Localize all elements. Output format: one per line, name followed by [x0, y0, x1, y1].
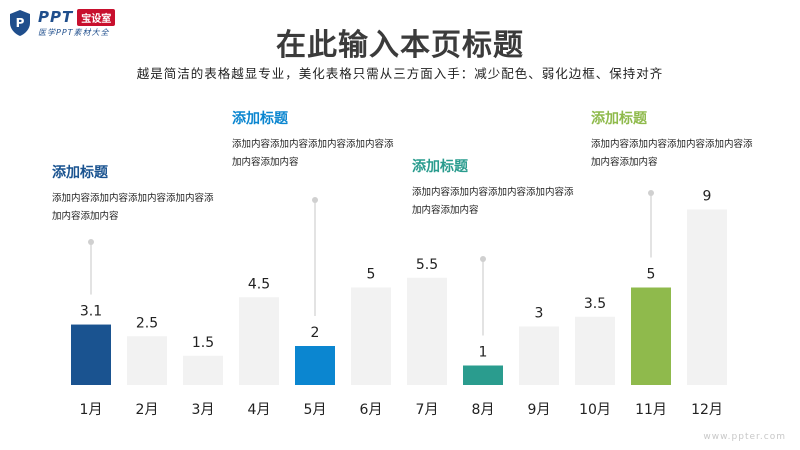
callout-leader-dot: [88, 239, 94, 245]
x-axis-tick-label: 3月: [192, 402, 215, 418]
chart-bar: [575, 316, 615, 385]
callout-title: 添加标题: [52, 165, 108, 181]
bar-value-label: 1.5: [192, 335, 214, 351]
callout-title: 添加标题: [591, 111, 647, 127]
bar-value-label: 2: [311, 325, 320, 341]
chart-bar: [127, 336, 167, 385]
chart-bar: [71, 324, 111, 385]
x-axis-tick-label: 1月: [80, 402, 103, 418]
chart-bar: [463, 365, 503, 385]
callout-body: 添加内容添加内容添加内容添加内容添加内容添加内容: [232, 139, 394, 168]
page-subtitle: 越是简洁的表格越显专业，美化表格只需从三方面入手：减少配色、弱化边框、保持对齐: [136, 66, 664, 81]
bar-value-label: 3.1: [80, 304, 102, 320]
x-axis-tick-label: 8月: [472, 402, 495, 418]
chart-bar: [351, 287, 391, 385]
logo-badge: 宝设室: [77, 8, 116, 26]
x-axis-tick-label: 10月: [579, 402, 611, 418]
bar-value-label: 4.5: [248, 276, 270, 292]
callout-title: 添加标题: [232, 111, 288, 127]
x-axis-tick-label: 7月: [416, 402, 439, 418]
x-axis-tick-label: 11月: [635, 402, 667, 418]
callout-leader-dot: [312, 197, 318, 203]
x-axis-tick-label: 4月: [248, 402, 271, 418]
footer-watermark: www.ppter.com: [703, 432, 786, 442]
page-title: 在此输入本页标题: [276, 28, 524, 63]
callout-title: 添加标题: [412, 159, 468, 175]
bar-value-label: 5: [367, 267, 376, 283]
callout-body: 添加内容添加内容添加内容添加内容添加内容添加内容: [412, 187, 574, 216]
callout-leader-dot: [480, 256, 486, 262]
bar-value-label: 3.5: [584, 296, 606, 312]
callout: 添加标题添加内容添加内容添加内容添加内容添加内容添加内容: [591, 110, 756, 172]
bar-value-label: 3: [535, 306, 544, 322]
logo-brand: PPT: [38, 8, 74, 26]
callout: 添加标题添加内容添加内容添加内容添加内容添加内容添加内容: [52, 164, 217, 226]
chart-bar: [183, 355, 223, 385]
chart-bar: [295, 346, 335, 385]
callout-leader-dot: [648, 190, 654, 196]
bar-value-label: 1: [479, 345, 488, 361]
chart-bar: [631, 287, 671, 385]
callout: 添加标题添加内容添加内容添加内容添加内容添加内容添加内容: [412, 158, 577, 220]
x-axis-tick-label: 5月: [304, 402, 327, 418]
bar-value-label: 5: [647, 267, 656, 283]
bar-value-label: 2.5: [136, 315, 158, 331]
x-axis-tick-label: 2月: [136, 402, 159, 418]
callout-body: 添加内容添加内容添加内容添加内容添加内容添加内容: [52, 193, 214, 222]
callout-body: 添加内容添加内容添加内容添加内容添加内容添加内容: [591, 139, 753, 168]
x-axis-tick-label: 12月: [691, 402, 723, 418]
logo-tagline: 医学PPT素材大全: [38, 28, 110, 37]
chart-bar: [407, 277, 447, 385]
shield-logo-icon: P: [10, 10, 30, 36]
chart-bar: [687, 209, 727, 385]
chart-bar: [519, 326, 559, 385]
logo: P PPT 宝设室 医学PPT素材大全: [8, 6, 116, 40]
x-axis-tick-label: 6月: [360, 402, 383, 418]
bar-value-label: 5.5: [416, 257, 438, 273]
bar-value-label: 9: [703, 189, 712, 205]
svg-text:P: P: [16, 16, 25, 30]
x-axis-tick-label: 9月: [528, 402, 551, 418]
chart-bar: [239, 297, 279, 385]
callout: 添加标题添加内容添加内容添加内容添加内容添加内容添加内容: [232, 110, 397, 172]
